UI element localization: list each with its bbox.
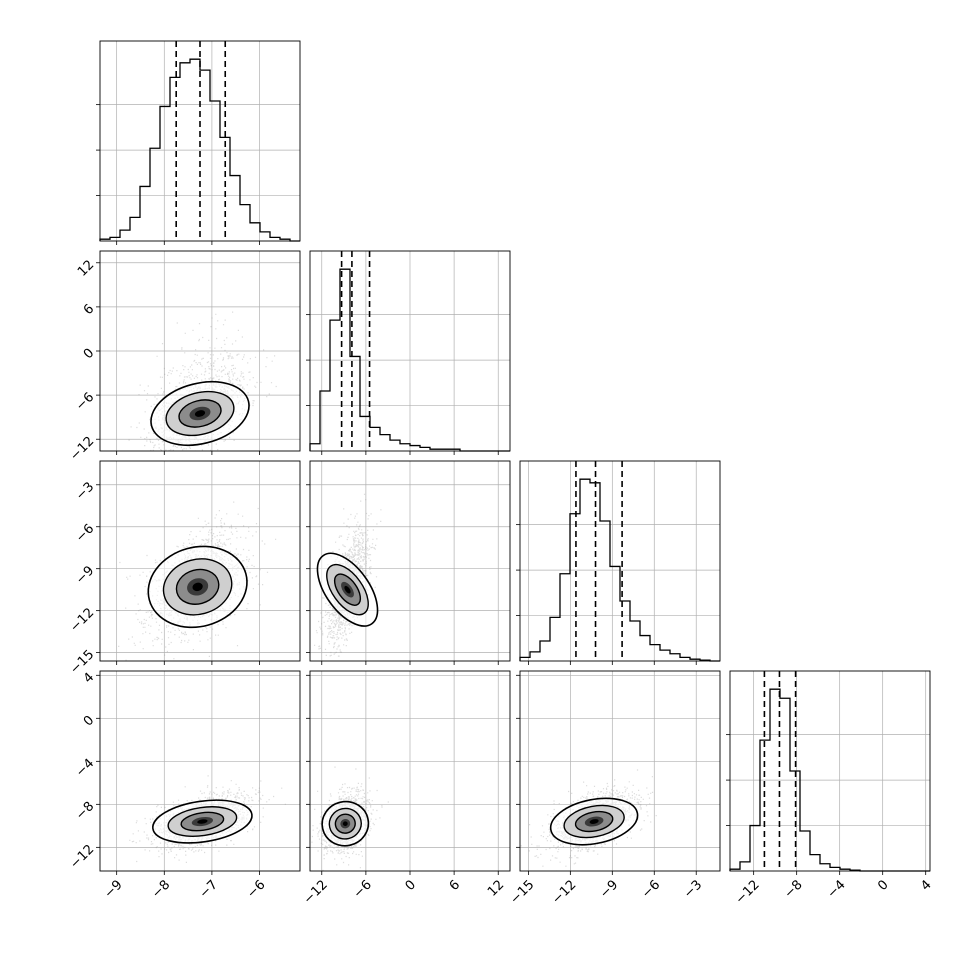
density-contour xyxy=(192,582,203,592)
x-tick-label: −9 xyxy=(102,877,126,901)
x-tick-label: 4 xyxy=(918,877,934,893)
x-tick-label: −3 xyxy=(681,877,705,901)
x-tick-label: −8 xyxy=(782,877,806,901)
y-tick-label: −6 xyxy=(73,521,97,545)
scatter-panel-2-3 xyxy=(306,460,511,665)
y-tick-label: −8 xyxy=(73,799,97,823)
x-tick-label: −8 xyxy=(149,877,173,901)
panel-frame xyxy=(99,460,301,662)
y-tick-label: −12 xyxy=(67,842,97,872)
y-tick-label: −12 xyxy=(67,434,97,464)
panel-frame xyxy=(99,670,301,872)
panel-background xyxy=(520,461,720,661)
x-tick-label: 0 xyxy=(403,877,419,893)
x-tick-label: −7 xyxy=(197,877,221,901)
hist-panel-1 xyxy=(96,40,301,245)
x-tick-label: −15 xyxy=(507,877,537,907)
scatter-panel-1-4: −9 −8 −7 −6 −12 −8 −4 0 4 xyxy=(67,670,301,902)
x-tick-label: 12 xyxy=(485,877,507,899)
y-tick-label: −12 xyxy=(67,605,97,635)
y-tick-label: 12 xyxy=(75,257,97,279)
scatter-panel-3-4: −15 −12 −9 −6 −3 xyxy=(507,670,721,907)
hist-panel-3 xyxy=(516,460,721,665)
hist-step-line xyxy=(99,58,300,242)
x-tick-label: 0 xyxy=(875,877,891,893)
y-tick-label: 0 xyxy=(81,346,97,362)
y-tick-label: −9 xyxy=(73,563,97,587)
panel-background xyxy=(520,671,720,871)
density-contour xyxy=(342,821,348,827)
scatter-panel-1-3: −15 −12 −9 −6 −3 xyxy=(67,460,301,677)
panel-background xyxy=(730,671,930,871)
density-contour xyxy=(344,585,351,594)
hist-step-line xyxy=(309,268,510,452)
y-tick-label: 4 xyxy=(81,670,97,686)
x-tick-label: 6 xyxy=(447,877,463,893)
scatter-panel-1-2: −12 −6 0 6 12 xyxy=(67,250,301,464)
panel-frame xyxy=(519,460,721,662)
density-contour xyxy=(194,410,206,417)
hist-panel-4: −12 −8 −4 0 4 xyxy=(726,670,935,907)
x-tick-label: −12 xyxy=(301,877,331,907)
y-tick-label: −6 xyxy=(73,390,97,414)
x-tick-label: −6 xyxy=(639,877,663,901)
x-tick-label: −12 xyxy=(549,877,579,907)
panel-frame xyxy=(519,670,721,872)
x-tick-label: −6 xyxy=(351,877,375,901)
x-tick-label: −4 xyxy=(825,877,849,901)
y-tick-label: 0 xyxy=(81,713,97,729)
panel-frame xyxy=(729,670,931,872)
hist-panel-2 xyxy=(306,250,511,455)
y-tick-label: −4 xyxy=(73,756,97,780)
x-tick-label: −6 xyxy=(244,877,268,901)
density-contour xyxy=(197,819,208,824)
y-tick-label: 6 xyxy=(81,302,97,318)
hist-step-line xyxy=(519,478,720,662)
x-tick-label: −9 xyxy=(597,877,621,901)
scatter-panel-2-4: −12 −6 0 6 12 xyxy=(301,670,511,907)
density-contour xyxy=(589,819,599,824)
x-tick-label: −12 xyxy=(733,877,763,907)
y-tick-label: −15 xyxy=(67,647,97,677)
y-tick-label: −3 xyxy=(73,479,97,503)
panel-frame xyxy=(99,40,301,242)
